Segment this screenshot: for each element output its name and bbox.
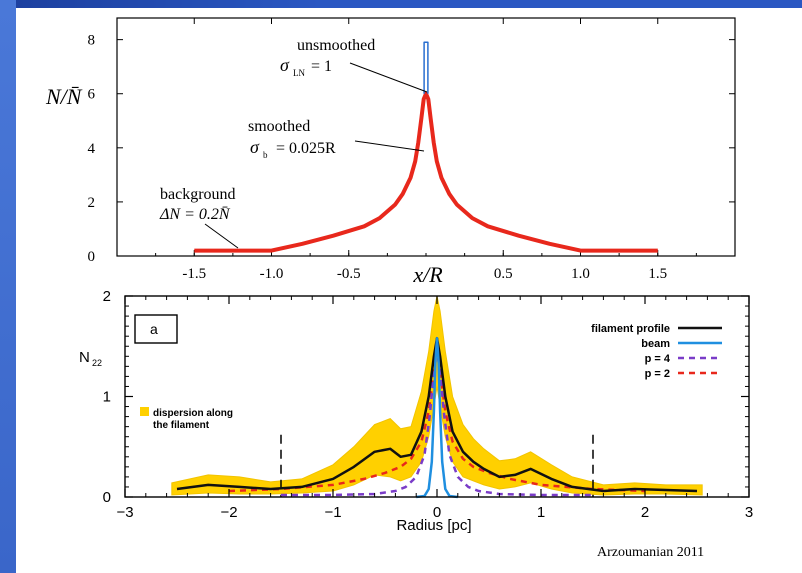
bottom-x-tick-label: 3	[745, 504, 753, 521]
legend-label: p = 2	[645, 368, 670, 380]
bottom-x-tick-label: −2	[220, 504, 237, 521]
annotation-background-pointer	[204, 223, 239, 249]
panel-label-box	[134, 314, 178, 344]
top-y-tick-label: 8	[88, 33, 96, 49]
bottom-ticks: −3 −2 −1 0 1 2 3 0 1 2	[103, 288, 754, 521]
dispersion-swatch	[140, 407, 149, 416]
bottom-y-axis-label: N	[79, 349, 90, 366]
dispersion-area	[171, 295, 703, 496]
bottom-x-axis-label: Radius [pc]	[396, 517, 471, 534]
slide-left-accent	[0, 0, 16, 573]
annotation-sigma-ln-subscript: LN	[293, 68, 305, 78]
annotation-sigma-b-value: = 0.025R	[276, 140, 336, 157]
annotation-sigma-ln-symbol: σ	[280, 55, 290, 75]
figure-panel	[16, 8, 802, 573]
annotation-sigma-b-symbol: σ	[250, 137, 260, 157]
annotation-background: background	[160, 186, 236, 203]
bottom-y-axis-label-subscript: 22	[92, 358, 102, 368]
bottom-series	[176, 336, 698, 499]
dispersion-label-line2: the filament	[153, 420, 210, 431]
dispersion-band	[171, 295, 703, 496]
top-y-tick-label: 2	[88, 195, 96, 211]
top-x-axis-label: x/R	[412, 262, 443, 287]
annotation-smoothed-pointer	[354, 140, 425, 152]
top-x-tick-label: -0.5	[337, 266, 361, 282]
annotation-sigma-b-subscript: b	[263, 150, 268, 160]
legend-label: p = 4	[645, 353, 671, 365]
top-series	[194, 41, 658, 253]
bottom-chart: −3 −2 −1 0 1 2 3 0 1 2 N 22 Radius [pc] a dispers…	[79, 288, 753, 534]
legend-label: beam	[641, 338, 670, 350]
top-x-tick-label: 1.5	[648, 266, 667, 282]
bottom-y-tick-label: 1	[103, 389, 111, 406]
bottom-vertical-markers	[280, 434, 594, 497]
annotation-unsmoothed: unsmoothed	[297, 37, 375, 54]
figure-credit: Arzoumanian 2011	[597, 545, 704, 560]
bottom-y-tick-label: 0	[103, 489, 111, 506]
bottom-x-tick-label: 0	[433, 504, 441, 521]
series-unsmoothed	[423, 41, 429, 94]
top-x-tick-label: -1.0	[260, 266, 284, 282]
top-ticks: -1.5 -1.0 -0.5 0.5 1.0 1.5 0 2 4 6 8	[88, 18, 735, 282]
annotation-smoothed: smoothed	[248, 118, 310, 135]
bottom-y-tick-label: 2	[103, 288, 111, 305]
bottom-x-tick-label: 2	[641, 504, 649, 521]
series-smoothed	[194, 91, 658, 253]
top-y-tick-label: 6	[88, 87, 96, 103]
bottom-x-tick-label: −3	[116, 504, 133, 521]
annotation-unsmoothed-pointer	[349, 62, 428, 93]
dispersion-label-line1: dispersion along	[153, 408, 233, 419]
top-y-tick-label: 0	[88, 249, 96, 265]
top-chart: -1.5 -1.0 -0.5 0.5 1.0 1.5 0 2 4 6 8 N/N̄ x/R unsm…	[45, 17, 736, 287]
top-x-tick-label: -1.5	[182, 266, 206, 282]
legend-label: filament profile	[591, 323, 670, 335]
top-x-tick-label: 0.5	[494, 266, 513, 282]
top-x-tick-label: 1.0	[571, 266, 590, 282]
annotation-delta-n: ΔN = 0.2N̄	[159, 206, 231, 223]
series-beam	[416, 336, 458, 499]
bottom-legend: filament profile beam p = 4 p = 2	[591, 323, 722, 380]
top-y-axis-label: N/N̄	[45, 84, 83, 109]
top-y-tick-label: 4	[88, 141, 96, 157]
annotation-sigma-ln-value: = 1	[311, 58, 332, 75]
bottom-x-tick-label: −1	[324, 504, 341, 521]
panel-label: a	[150, 321, 158, 337]
bottom-x-tick-label: 1	[537, 504, 545, 521]
